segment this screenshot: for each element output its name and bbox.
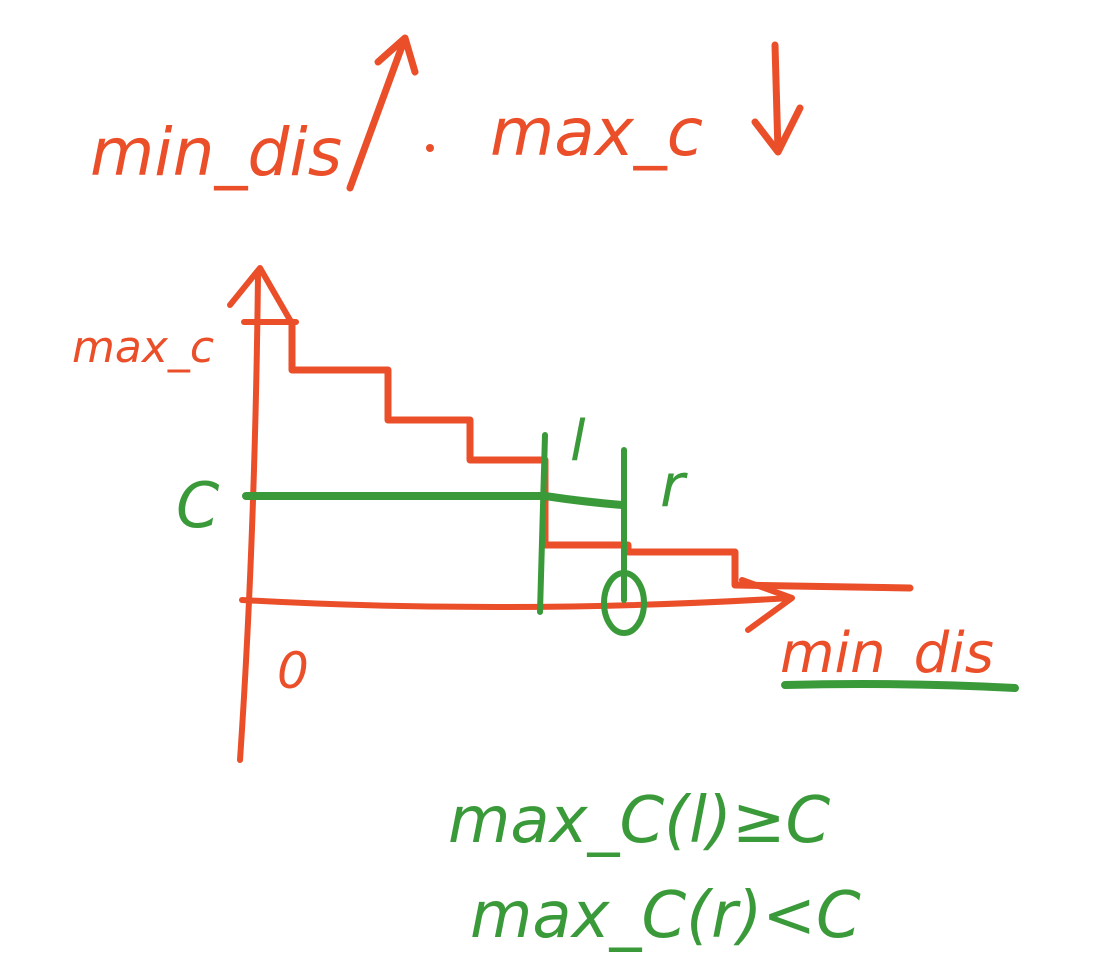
c-threshold-line — [242, 492, 626, 509]
r-circled-point — [601, 570, 647, 636]
heading-max-c: max_c — [490, 94, 703, 171]
x-axis-label: min_dis — [780, 621, 994, 686]
heading-min-dis: min_dis — [90, 114, 342, 191]
x-axis-label-underline — [781, 680, 1019, 692]
y-axis-label: max_c — [72, 322, 214, 373]
condition-l: max_C(l)≥C — [448, 784, 830, 858]
down-arrow-icon — [751, 41, 804, 156]
y-axis-arrowhead — [227, 265, 293, 323]
y-axis — [237, 272, 261, 763]
condition-r: max_C(r)<C — [470, 879, 861, 953]
up-arrow-icon — [346, 34, 419, 192]
l-label: l — [570, 409, 586, 474]
x-axis — [239, 595, 793, 611]
max-c-staircase — [288, 318, 914, 592]
l-marker-line — [537, 432, 548, 615]
r-label: r — [660, 451, 688, 521]
origin-label: 0 — [277, 642, 309, 700]
c-label: C — [176, 469, 220, 542]
comma-dot — [426, 144, 434, 152]
